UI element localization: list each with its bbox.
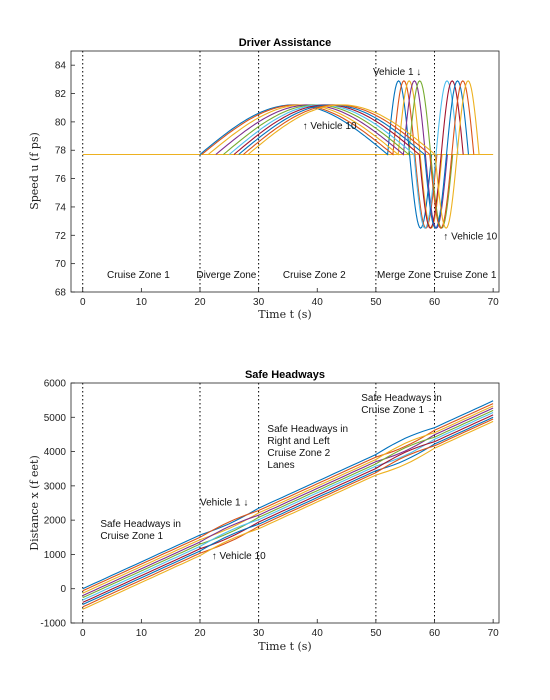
y-tick-label: 76 (55, 174, 67, 185)
speed-series-1 (199, 80, 433, 229)
headway-annotation: Lanes (267, 460, 294, 471)
speed-series-8 (238, 80, 470, 229)
y-tick-label: 5000 (44, 413, 67, 424)
zone-label: Merge Zone (377, 270, 431, 281)
y-tick-label: 70 (55, 259, 67, 270)
x-tick-label: 70 (488, 297, 500, 308)
y-tick-label: 1000 (44, 550, 67, 561)
headway-annotation: Cruise Zone 2 (267, 448, 330, 459)
y-tick-label: 0 (60, 584, 66, 595)
distance-series-10 (82, 420, 494, 610)
x-tick-label: 30 (253, 297, 265, 308)
x-tick-label: 10 (136, 628, 148, 639)
speed-series-10 (247, 80, 480, 229)
x-tick-label: 50 (370, 628, 382, 639)
headway-annotation: Safe Headways in (361, 393, 442, 404)
x-tick-label: 50 (370, 297, 382, 308)
x-tick-label: 0 (80, 628, 86, 639)
y-tick-label: 4000 (44, 447, 67, 458)
headway-annotation: Vehicle 1 ↓ (200, 498, 248, 509)
y-tick-label: -1000 (40, 619, 66, 630)
headway-annotation: Cruise Zone 1 → (361, 405, 437, 416)
speed-plot-frame (70, 50, 500, 293)
headway-y-axis-label: Distance x (f eet) (28, 455, 41, 551)
zone-label: Diverge Zone (196, 270, 256, 281)
speed-chart-title: Driver Assistance (239, 37, 332, 49)
vehicle-annotation: Vehicle 1 ↓ (373, 67, 421, 78)
x-tick-label: 60 (429, 297, 441, 308)
headway-annotation: Safe Headways in (267, 424, 348, 435)
speed-series-4 (215, 80, 448, 229)
vehicle-annotation: ↑ Vehicle 10 (443, 232, 497, 243)
headway-annotation: Safe Headways in (100, 519, 181, 530)
distance-series-7 (82, 414, 494, 603)
distance-series-5 (82, 409, 494, 599)
distance-series-1 (82, 400, 494, 590)
distance-series-3 (82, 405, 494, 594)
y-tick-label: 82 (55, 89, 67, 100)
speed-series-6 (228, 80, 459, 229)
y-tick-label: 2000 (44, 516, 67, 527)
x-tick-label: 60 (429, 628, 441, 639)
speed-series-5 (223, 80, 454, 229)
headway-chart-title: Safe Headways (245, 369, 325, 381)
zone-label: Cruise Zone 1 (107, 270, 170, 281)
x-tick-label: 40 (312, 628, 324, 639)
x-tick-label: 20 (194, 628, 206, 639)
x-tick-label: 10 (136, 297, 148, 308)
headway-chart: Safe Headways 0 10 20 30 40 50 60 70 -1000 0 1000 2… (28, 369, 500, 653)
y-tick-label: 3000 (44, 481, 67, 492)
y-tick-label: 78 (55, 146, 67, 157)
zone-label: Cruise Zone 1 (434, 270, 497, 281)
y-tick-label: 72 (55, 231, 67, 242)
y-tick-label: 6000 (44, 379, 67, 390)
vehicle-annotation: ↑ Vehicle 10 (303, 121, 357, 132)
speed-series-3 (207, 80, 443, 229)
x-tick-label: 30 (253, 628, 265, 639)
distance-series-8 (82, 416, 494, 606)
speed-series-9 (243, 80, 475, 229)
x-tick-label: 0 (80, 297, 86, 308)
speed-chart: Driver Assistance 0 10 20 30 40 50 60 70 68 70 72 7… (28, 37, 500, 321)
x-tick-label: 20 (194, 297, 206, 308)
y-tick-label: 80 (55, 117, 67, 128)
headway-x-axis-label: Time t (s) (258, 640, 311, 653)
x-tick-label: 40 (312, 297, 324, 308)
headway-annotation: ↑ Vehicle 10 (212, 551, 266, 562)
headway-annotation: Right and Left (267, 436, 329, 447)
y-tick-label: 84 (55, 61, 67, 72)
headway-plot-frame (70, 382, 500, 624)
speed-x-axis-label: Time t (s) (258, 308, 311, 321)
distance-series-9 (82, 418, 494, 608)
speed-series-7 (233, 80, 464, 229)
y-tick-label: 74 (55, 202, 67, 213)
headway-annotation: Cruise Zone 1 (100, 531, 163, 542)
speed-series-2 (201, 80, 438, 229)
y-tick-label: 68 (55, 288, 67, 299)
zone-label: Cruise Zone 2 (283, 270, 346, 281)
x-tick-label: 70 (488, 628, 500, 639)
speed-y-axis-label: Speed u (f ps) (28, 132, 41, 210)
